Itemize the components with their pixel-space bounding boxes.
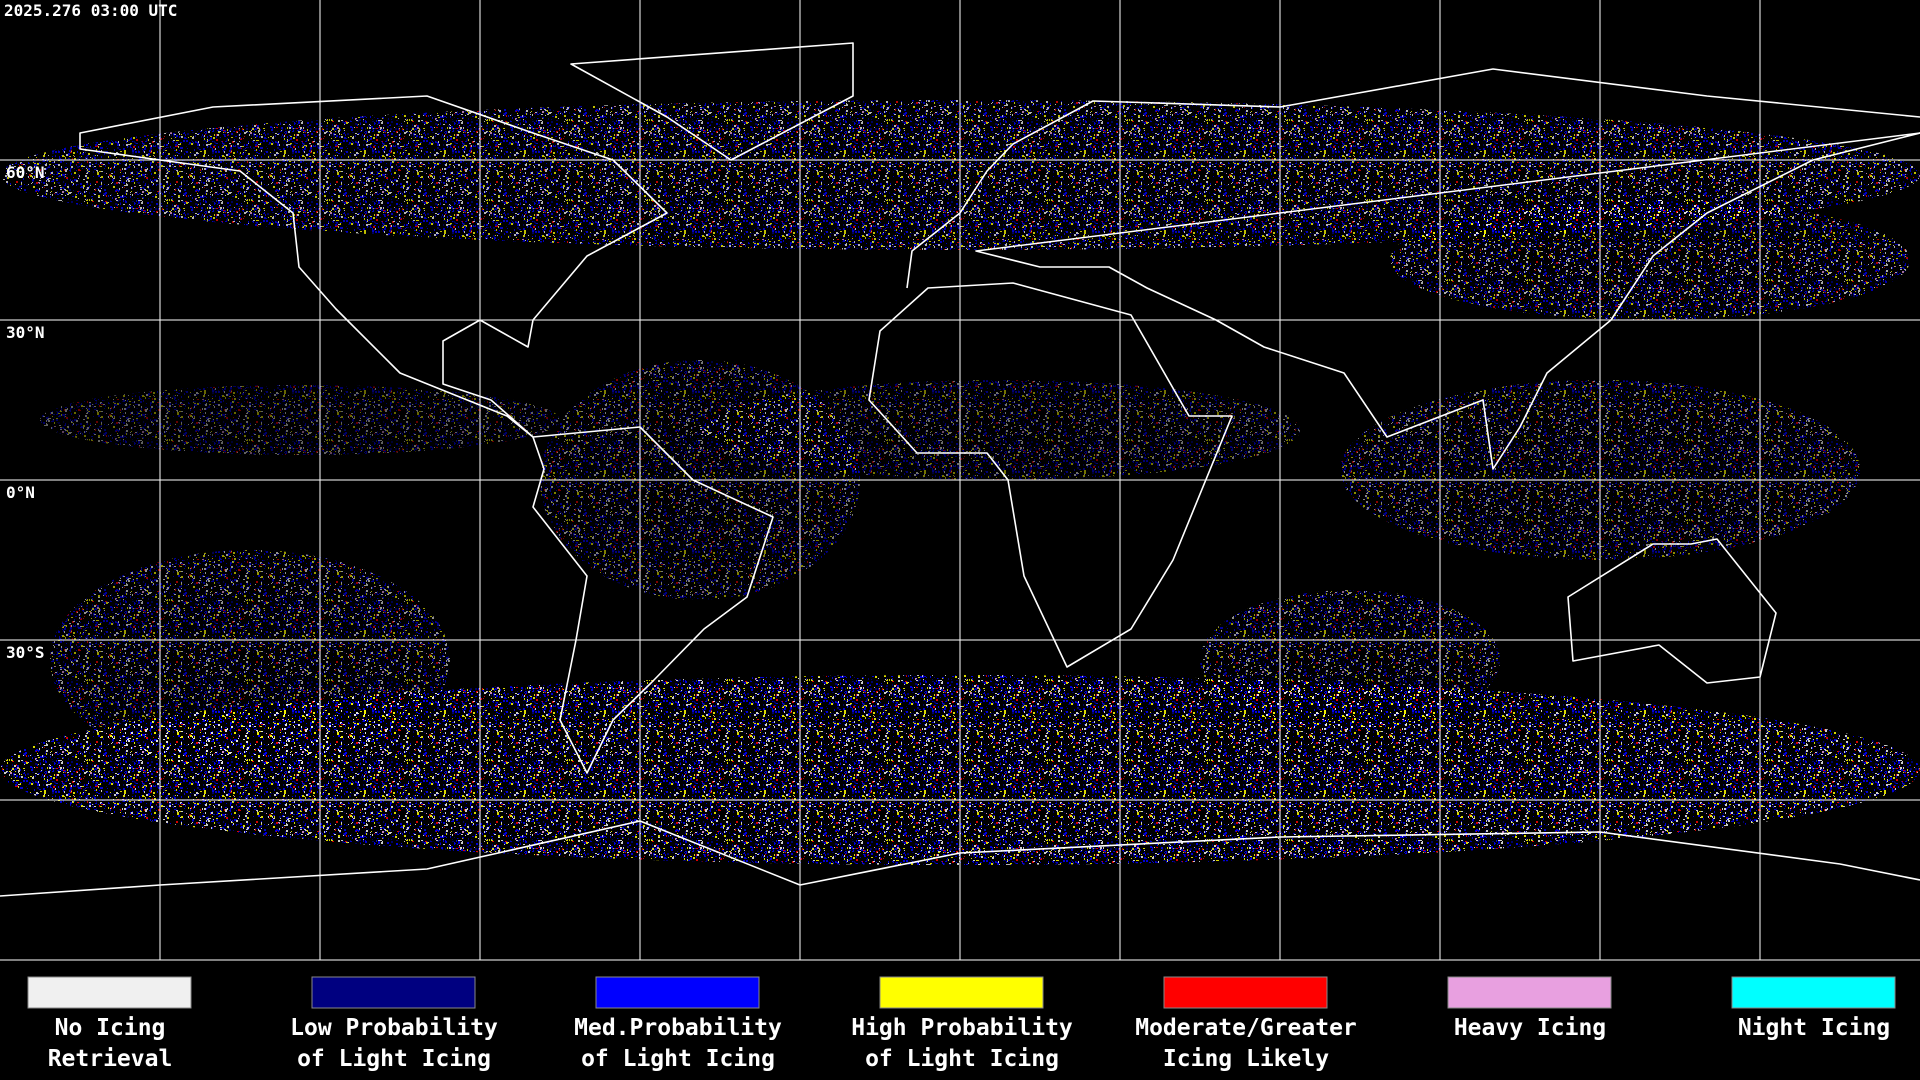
legend-swatch xyxy=(1731,976,1896,1009)
icing-area xyxy=(40,385,560,455)
coastline xyxy=(0,820,1920,897)
legend-label: Heavy Icing xyxy=(1454,1015,1606,1041)
legend-swatch xyxy=(311,976,476,1009)
legend-swatch xyxy=(879,976,1044,1009)
coastline xyxy=(1567,538,1777,684)
icing-area xyxy=(1200,590,1500,730)
legend-label: of Light Icing xyxy=(581,1046,775,1072)
legend-label: of Light Icing xyxy=(865,1046,1059,1072)
legend: No Icing Retrieval Low Probability of Light… xyxy=(27,976,1896,1072)
legend-label: High Probability xyxy=(851,1015,1073,1041)
latitude-label: 30°N xyxy=(6,323,45,342)
legend-label: Night Icing xyxy=(1738,1015,1890,1041)
coastline xyxy=(868,282,1233,668)
coastline xyxy=(79,95,668,438)
latitude-label: 0°N xyxy=(6,483,35,502)
legend-label: Med.Probability xyxy=(574,1015,782,1041)
timestamp: 2025.276 03:00 UTC xyxy=(4,1,177,20)
icing-area xyxy=(700,380,1300,480)
legend-swatch xyxy=(27,976,192,1009)
legend-swatch xyxy=(595,976,760,1009)
graticule: 60°N 30°N 0°N 30°S xyxy=(0,0,1920,960)
legend-label: Low Probability xyxy=(290,1015,498,1041)
latitude-label: 60°N xyxy=(6,163,45,182)
legend-label: Icing Likely xyxy=(1163,1046,1329,1072)
legend-swatch xyxy=(1163,976,1328,1009)
icing-area xyxy=(50,550,450,770)
coastline xyxy=(570,42,854,161)
legend-label: No Icing xyxy=(55,1015,166,1041)
latitude-label: 30°S xyxy=(6,643,45,662)
legend-label: of Light Icing xyxy=(297,1046,491,1072)
coastline xyxy=(532,426,774,774)
legend-label: Retrieval xyxy=(48,1046,173,1072)
legend-label: Moderate/Greater xyxy=(1135,1015,1357,1041)
legend-swatch xyxy=(1447,976,1612,1009)
